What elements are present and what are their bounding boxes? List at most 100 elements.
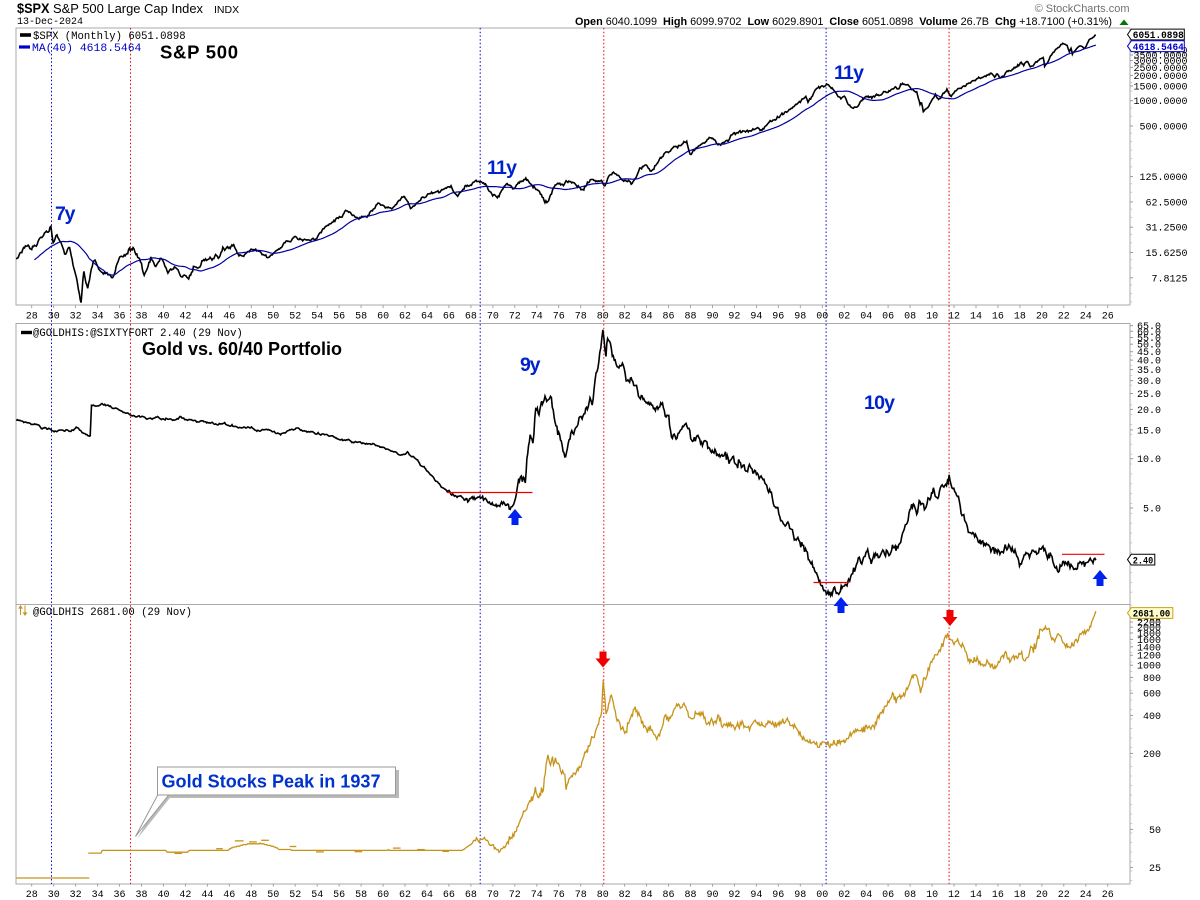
svg-text:90: 90 xyxy=(706,312,718,323)
svg-text:S&P 500 Large Cap Index: S&P 500 Large Cap Index xyxy=(53,1,203,16)
svg-text:3500.0000: 3500.0000 xyxy=(1133,52,1187,63)
svg-text:Open 6040.1099 High 6099.9702: Open 6040.1099 High 6099.9702 Low 6029.8… xyxy=(575,16,1112,28)
svg-text:25.0: 25.0 xyxy=(1137,390,1161,401)
svg-text:82: 82 xyxy=(619,312,631,323)
svg-text:60: 60 xyxy=(377,312,389,323)
svg-text:2000: 2000 xyxy=(1137,624,1161,635)
svg-text:1400: 1400 xyxy=(1137,643,1161,654)
svg-text:74: 74 xyxy=(531,890,543,900)
svg-text:30: 30 xyxy=(48,890,60,900)
svg-text:90: 90 xyxy=(706,890,718,900)
svg-text:86: 86 xyxy=(662,890,674,900)
svg-text:82: 82 xyxy=(619,890,631,900)
svg-text:04: 04 xyxy=(860,312,872,323)
svg-text:50: 50 xyxy=(1149,826,1161,837)
svg-text:44: 44 xyxy=(201,890,213,900)
svg-text:68: 68 xyxy=(465,890,477,900)
svg-text:92: 92 xyxy=(728,312,740,323)
svg-text:24: 24 xyxy=(1080,312,1092,323)
svg-text:26: 26 xyxy=(1102,890,1114,900)
svg-text:56: 56 xyxy=(333,312,345,323)
svg-text:$SPX: $SPX xyxy=(17,0,50,16)
svg-text:15.0: 15.0 xyxy=(1137,426,1161,437)
svg-text:94: 94 xyxy=(750,890,762,900)
svg-text:06: 06 xyxy=(882,312,894,323)
svg-text:2500.0000: 2500.0000 xyxy=(1133,64,1187,75)
svg-text:10.0: 10.0 xyxy=(1137,455,1161,466)
svg-text:78: 78 xyxy=(575,312,587,323)
svg-text:76: 76 xyxy=(553,312,565,323)
svg-text:18: 18 xyxy=(1014,890,1026,900)
svg-text:72: 72 xyxy=(509,890,521,900)
svg-text:74: 74 xyxy=(531,312,543,323)
svg-text:@GOLDHIS:@SIXTYFORT 2.40 (29 N: @GOLDHIS:@SIXTYFORT 2.40 (29 Nov) xyxy=(33,328,243,340)
svg-text:94: 94 xyxy=(750,312,762,323)
svg-text:9y: 9y xyxy=(520,354,541,376)
svg-text:32: 32 xyxy=(70,312,82,323)
svg-text:96: 96 xyxy=(772,312,784,323)
svg-text:20: 20 xyxy=(1036,312,1048,323)
svg-text:58: 58 xyxy=(355,890,367,900)
svg-text:60: 60 xyxy=(377,890,389,900)
svg-text:44: 44 xyxy=(201,312,213,323)
svg-text:00: 00 xyxy=(816,890,828,900)
svg-text:92: 92 xyxy=(728,890,740,900)
svg-text:42: 42 xyxy=(179,890,191,900)
svg-text:80: 80 xyxy=(597,890,609,900)
svg-text:00: 00 xyxy=(816,312,828,323)
svg-text:10y: 10y xyxy=(864,392,895,414)
svg-text:S&P 500: S&P 500 xyxy=(160,42,238,63)
svg-text:10: 10 xyxy=(926,312,938,323)
svg-text:31.2500: 31.2500 xyxy=(1145,224,1187,235)
svg-text:12: 12 xyxy=(948,312,960,323)
svg-text:60.0: 60.0 xyxy=(1137,328,1161,339)
svg-text:14: 14 xyxy=(970,312,982,323)
svg-text:7y: 7y xyxy=(55,203,76,225)
svg-text:30.0: 30.0 xyxy=(1137,377,1161,388)
svg-text:80: 80 xyxy=(597,312,609,323)
svg-text:88: 88 xyxy=(684,312,696,323)
svg-text:04: 04 xyxy=(860,890,872,900)
svg-text:52: 52 xyxy=(289,890,301,900)
svg-text:10: 10 xyxy=(926,890,938,900)
svg-text:70: 70 xyxy=(487,312,499,323)
svg-text:56: 56 xyxy=(333,890,345,900)
svg-text:54: 54 xyxy=(311,312,323,323)
svg-text:12: 12 xyxy=(948,890,960,900)
svg-text:54: 54 xyxy=(311,890,323,900)
svg-text:62.5000: 62.5000 xyxy=(1145,198,1187,209)
svg-text:08: 08 xyxy=(904,890,916,900)
svg-text:78: 78 xyxy=(575,890,587,900)
svg-text:600: 600 xyxy=(1143,690,1161,701)
svg-text:98: 98 xyxy=(794,890,806,900)
svg-text:64: 64 xyxy=(421,890,433,900)
svg-text:34: 34 xyxy=(92,890,104,900)
svg-text:2.40: 2.40 xyxy=(1133,556,1154,567)
svg-text:22: 22 xyxy=(1058,890,1070,900)
svg-text:42: 42 xyxy=(179,312,191,323)
svg-text:65.0: 65.0 xyxy=(1137,322,1161,333)
svg-text:50: 50 xyxy=(267,890,279,900)
svg-text:$SPX (Monthly) 6051.0898: $SPX (Monthly) 6051.0898 xyxy=(33,31,186,43)
svg-text:16: 16 xyxy=(992,312,1004,323)
svg-text:52: 52 xyxy=(289,312,301,323)
svg-text:4618.5464: 4618.5464 xyxy=(1133,43,1184,54)
svg-text:20.0: 20.0 xyxy=(1137,406,1161,417)
svg-text:INDX: INDX xyxy=(214,4,239,16)
svg-text:Gold Stocks Peak in 1937: Gold Stocks Peak in 1937 xyxy=(162,772,381,792)
svg-text:20: 20 xyxy=(1036,890,1048,900)
svg-text:18: 18 xyxy=(1014,312,1026,323)
svg-text:16: 16 xyxy=(992,890,1004,900)
svg-text:13-Dec-2024: 13-Dec-2024 xyxy=(17,17,83,28)
svg-text:30: 30 xyxy=(48,312,60,323)
svg-text:125.0000: 125.0000 xyxy=(1139,173,1187,184)
svg-text:1800: 1800 xyxy=(1137,630,1161,641)
svg-text:64: 64 xyxy=(421,312,433,323)
svg-text:15.6250: 15.6250 xyxy=(1145,249,1187,260)
svg-text:2000.0000: 2000.0000 xyxy=(1133,72,1187,83)
svg-text:40.0: 40.0 xyxy=(1137,357,1161,368)
svg-text:26: 26 xyxy=(1102,312,1114,323)
svg-text:1500.0000: 1500.0000 xyxy=(1133,82,1187,93)
svg-text:1200: 1200 xyxy=(1137,652,1161,663)
svg-text:11y: 11y xyxy=(487,157,517,179)
